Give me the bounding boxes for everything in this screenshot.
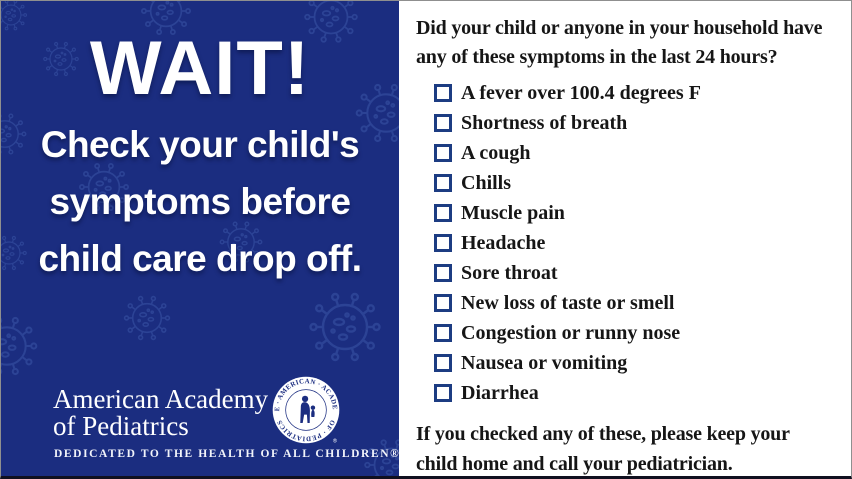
headline-wait: WAIT! [89, 26, 311, 111]
left-message-panel: WAIT! Check your child's symptoms before c… [1, 1, 399, 476]
symptom-checkbox[interactable] [434, 174, 452, 192]
symptom-checkbox[interactable] [434, 294, 452, 312]
question-line: Did your child or anyone in your househo… [416, 17, 823, 39]
symptom-row: Diarrhea [434, 378, 841, 408]
symptom-checkbox[interactable] [434, 114, 452, 132]
symptom-row: Chills [434, 168, 841, 198]
subheadline-line: symptoms before [49, 181, 351, 222]
symptom-checklist-panel: Did your child or anyone in your househo… [399, 1, 851, 476]
symptom-row: Headache [434, 228, 841, 258]
symptom-row: Sore throat [434, 258, 841, 288]
symptom-label: A fever over 100.4 degrees F [461, 81, 701, 104]
symptom-label: Shortness of breath [461, 111, 628, 134]
symptom-checkbox[interactable] [434, 324, 452, 342]
symptom-label: Nausea or vomiting [461, 351, 628, 374]
symptom-checkbox[interactable] [434, 204, 452, 222]
symptom-checkbox[interactable] [434, 354, 452, 372]
subheadline: Check your child's symptoms before child c… [1, 116, 399, 287]
symptom-label: Muscle pain [461, 201, 565, 224]
seal-figure [300, 395, 316, 423]
symptom-checkbox[interactable] [434, 144, 452, 162]
footer-instruction: If you checked any of these, please keep… [416, 419, 841, 476]
question-line: any of these symptoms in the last 24 hou… [416, 46, 778, 68]
subheadline-line: Check your child's [40, 124, 360, 165]
aap-logo-line1: American Academy [53, 384, 269, 414]
symptom-list: A fever over 100.4 degrees F Shortness o… [416, 78, 841, 408]
symptom-label: A cough [461, 141, 531, 164]
symptom-label: Diarrhea [461, 381, 539, 404]
aap-tagline: DEDICATED TO THE HEALTH OF ALL CHILDREN® [54, 448, 399, 460]
symptom-checkbox[interactable] [434, 384, 452, 402]
symptom-label: Headache [461, 231, 546, 254]
symptom-label: Chills [461, 171, 512, 194]
aap-seal-icon: THE · AMERICAN · ACADEMY OF · PEDIATRICS… [272, 376, 340, 444]
aap-logo-name: American Academy of Pediatrics [53, 386, 268, 440]
symptom-row: Nausea or vomiting [434, 348, 841, 378]
symptom-row: Shortness of breath [434, 108, 841, 138]
symptom-label: New loss of taste or smell [461, 291, 675, 314]
symptom-label: Congestion or runny nose [461, 321, 681, 344]
symptom-row: New loss of taste or smell [434, 288, 841, 318]
question-text: Did your child or anyone in your househo… [416, 14, 841, 72]
symptom-row: Muscle pain [434, 198, 841, 228]
subheadline-line: child care drop off. [38, 238, 362, 279]
footer-line: child home and call your pediatrician. [416, 453, 733, 475]
symptom-row: A cough [434, 138, 841, 168]
symptom-row: Congestion or runny nose [434, 318, 841, 348]
seal-registered-mark: ® [333, 437, 337, 444]
symptom-checkbox[interactable] [434, 234, 452, 252]
symptom-row: A fever over 100.4 degrees F [434, 78, 841, 108]
symptom-checkbox[interactable] [434, 84, 452, 102]
aap-logo-line2: of Pediatrics [53, 411, 189, 441]
symptom-checkbox[interactable] [434, 264, 452, 282]
footer-line: If you checked any of these, please keep… [416, 423, 790, 445]
symptom-label: Sore throat [461, 261, 558, 284]
